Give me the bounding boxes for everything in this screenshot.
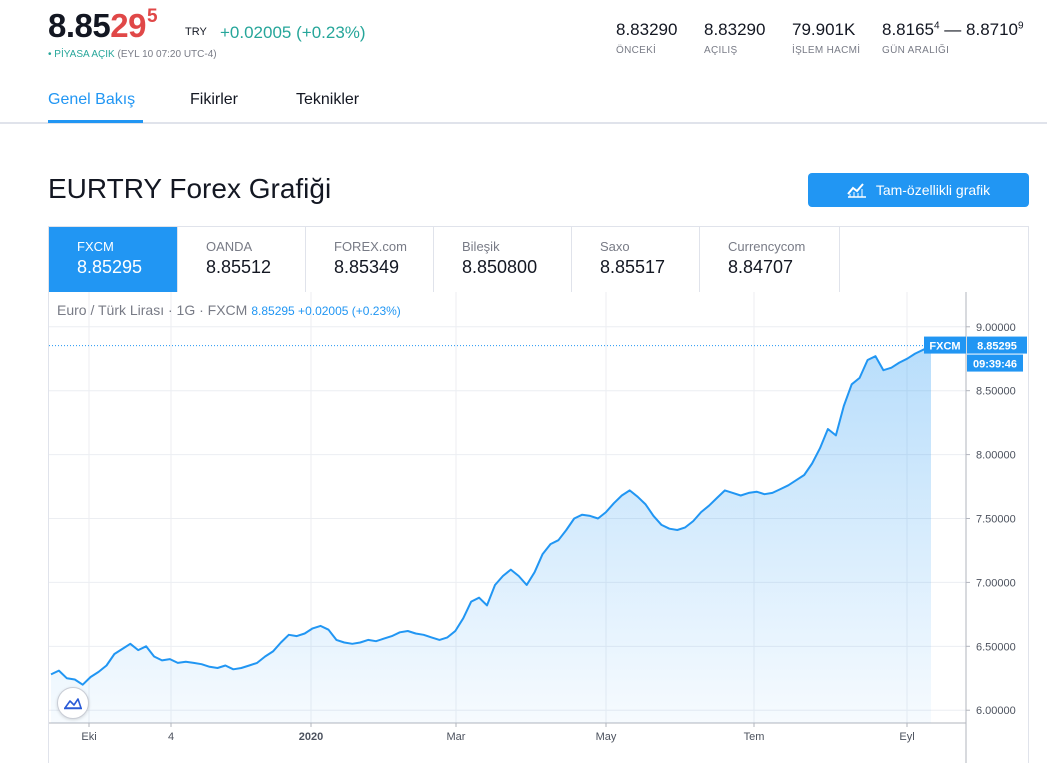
market-status-label: PİYASA AÇIK	[54, 49, 115, 60]
chart-legend: Euro / Türk Lirası · 1G · FXCM 8.85295 +0…	[57, 302, 401, 318]
stat-label: GÜN ARALIĞI	[882, 45, 950, 56]
source-fxcm[interactable]: FXCM 8.85295	[49, 227, 178, 292]
stat-value: 79.901K	[792, 20, 856, 39]
source-value: 8.85349	[334, 257, 400, 277]
range-high-sup: 9	[1018, 20, 1024, 32]
full-chart-button[interactable]: Tam-özellikli grafik	[808, 173, 1029, 207]
current-price: 8.85295	[48, 6, 158, 52]
stat-previous: 8.83290 ÖNCEKİ	[616, 20, 677, 56]
source-name: Bileşik	[462, 239, 500, 254]
currency-code: TRY	[185, 26, 207, 38]
source-value: 8.850800	[462, 257, 538, 277]
stat-value: 8.83290	[616, 20, 678, 39]
full-chart-button-label: Tam-özellikli grafik	[875, 182, 991, 198]
source-name: FOREX.com	[334, 239, 407, 254]
section-title: EURTRY Forex Grafiği	[48, 173, 332, 204]
price-highlight: 29	[110, 7, 146, 44]
source-oanda[interactable]: OANDA 8.85512	[178, 227, 306, 292]
legend-symbol: Euro / Türk Lirası · 1G · FXCM	[57, 302, 248, 318]
price-change: +0.02005 (+0.23%)	[220, 23, 366, 42]
tradingview-logo-icon[interactable]	[57, 687, 89, 719]
source-saxo[interactable]: Saxo 8.85517	[572, 227, 700, 292]
stat-value: 8.81654 — 8.87109	[882, 20, 1024, 40]
x-tick-label: May	[596, 731, 617, 743]
source-name: FXCM	[77, 239, 114, 254]
legend-quote: 8.85295 +0.02005 (+0.23%)	[251, 304, 401, 318]
range-low: 8.8165	[882, 20, 934, 39]
tab-bar: Genel Bakış Fikirler Teknikler	[0, 88, 1047, 124]
y-tick-label: 8.50000	[976, 386, 1016, 398]
source-value: 8.84707	[728, 257, 794, 277]
stat-value: 8.83290	[704, 20, 766, 39]
stat-label: AÇILIŞ	[704, 45, 738, 56]
chart-icon	[847, 183, 866, 198]
x-tick-label: Mar	[447, 731, 466, 743]
source-name: Currencycom	[728, 239, 806, 254]
stat-label: İŞLEM HACMİ	[792, 45, 861, 56]
status-dot-icon: •	[48, 49, 52, 60]
y-tick-label: 7.00000	[976, 577, 1016, 589]
cloud-icon	[64, 698, 82, 710]
price-chart[interactable]: 9.00000 8.50000 8.00000 7.50000 7.00000 6.500…	[48, 292, 1029, 763]
stat-label: ÖNCEKİ	[616, 45, 657, 56]
y-tick-label: 8.00000	[976, 450, 1016, 462]
source-name: Saxo	[600, 239, 630, 254]
stat-day-range: 8.81654 — 8.87109 GÜN ARALIĞI	[882, 20, 1024, 56]
source-currencycom[interactable]: Currencycom 8.84707	[700, 227, 840, 292]
countdown-tag: 09:39:46	[973, 359, 1017, 371]
x-tick-label: Tem	[744, 731, 765, 743]
source-value: 8.85517	[600, 257, 666, 277]
price-superscript: 5	[146, 6, 158, 27]
stat-open: 8.83290 AÇILIŞ	[704, 20, 765, 56]
series-tag-bg	[924, 336, 966, 354]
source-name: OANDA	[206, 239, 253, 254]
x-tick-label: Eki	[81, 731, 96, 743]
x-tick-label: 2020	[299, 731, 323, 743]
y-tick-label: 6.50000	[976, 641, 1016, 653]
range-low-sup: 4	[934, 20, 940, 32]
source-value: 8.85295	[77, 257, 143, 277]
chart-canvas[interactable]: 9.00000 8.50000 8.00000 7.50000 7.00000 6.500…	[49, 292, 1030, 763]
source-value: 8.85512	[206, 257, 272, 277]
y-tick-label: 9.00000	[976, 322, 1016, 334]
price-line	[50, 345, 932, 686]
active-tab-indicator	[48, 120, 143, 123]
market-time: (EYL 10 07:20 UTC-4)	[117, 49, 217, 60]
source-forex-com[interactable]: FOREX.com 8.85349	[306, 227, 434, 292]
y-tick-label: 6.00000	[976, 705, 1016, 717]
stat-volume: 79.901K İŞLEM HACMİ	[792, 20, 860, 56]
source-selector: FXCM 8.85295 OANDA 8.85512 FOREX.com 8.8…	[48, 226, 1029, 292]
price-main: 8.85	[48, 7, 111, 44]
series-tag-label: FXCM	[929, 341, 960, 353]
price-area	[51, 346, 931, 723]
range-dash: —	[939, 20, 967, 39]
last-price-tag-bg	[967, 336, 1027, 354]
market-status: • PİYASA AÇIK (EYL 10 07:20 UTC-4)	[48, 49, 217, 60]
tab-ideas[interactable]: Fikirler	[190, 91, 238, 108]
y-tick-label: 7.50000	[976, 514, 1016, 526]
source-composite[interactable]: Bileşik 8.850800	[434, 227, 572, 292]
last-price-tag: 8.85295	[977, 341, 1017, 353]
tab-overview[interactable]: Genel Bakış	[48, 91, 136, 108]
tab-technicals[interactable]: Teknikler	[296, 91, 360, 108]
x-tick-label: 4	[168, 731, 174, 743]
x-tick-label: Eyl	[899, 731, 914, 743]
countdown-tag-bg	[967, 354, 1023, 372]
range-high: 8.8710	[966, 20, 1019, 39]
